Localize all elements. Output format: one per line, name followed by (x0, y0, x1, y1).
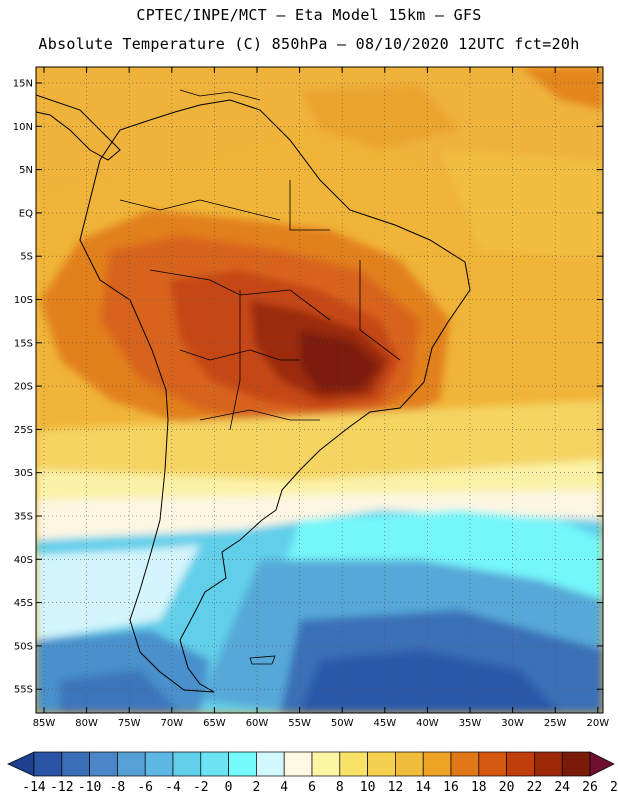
colorbar-swatch (228, 751, 257, 777)
lon-label: 50W (331, 718, 354, 729)
colorbar-label: 16 (443, 780, 459, 795)
colorbar-label: 4 (280, 780, 288, 795)
colorbar-label: 12 (388, 780, 404, 795)
colorbar-label: 22 (527, 780, 543, 795)
colorbar-swatch (395, 751, 424, 777)
colorbar-label: 28 (610, 780, 618, 795)
colorbar-swatch (311, 751, 341, 777)
colorbar-label: -6 (137, 780, 153, 795)
colorbar-label: 26 (582, 780, 598, 795)
axis-ticks (36, 67, 603, 713)
latitude-labels: 15N 10N 5N EQ 5S 10S 15S 20S 25S 30S 35S 40S 45S 50S 5… (13, 79, 33, 696)
lat-label: 45S (14, 598, 33, 609)
colorbar-swatch (339, 751, 368, 777)
colorbar-label: -2 (193, 780, 209, 795)
lat-label: 35S (14, 512, 33, 523)
lon-label: 80W (75, 718, 98, 729)
colorbar-swatch (534, 751, 563, 777)
lat-label: 30S (14, 468, 33, 479)
temperature-field (36, 67, 603, 713)
lat-label: 50S (14, 641, 33, 652)
lon-label: 55W (288, 718, 311, 729)
colorbar-swatch (367, 751, 396, 777)
colorbar-labels: -14 -12 -10 -8 -6 -4 -2 0 2 4 6 8 10 12 14 16 18 20 22 24 26… (22, 780, 618, 795)
colorbar-label: -4 (165, 780, 181, 795)
colorbar-label: 8 (336, 780, 344, 795)
lat-label: 10N (13, 122, 33, 133)
colorbar-max-arrow (589, 751, 615, 777)
lat-label: EQ (19, 208, 33, 219)
colorbar-label: -14 (22, 780, 46, 795)
colorbar-min-arrow (7, 751, 35, 777)
colorbar-swatch (61, 751, 90, 777)
map-lines (36, 89, 471, 693)
longitude-labels: 85W 80W 75W 70W 65W 60W 55W 50W 45W 40W 35W 30W 25W 2… (33, 718, 610, 729)
colorbar-swatch (89, 751, 118, 777)
map-title: CPTEC/INPE/MCT – Eta Model 15km – GFS (136, 6, 482, 24)
colorbar-label: -10 (78, 780, 101, 795)
lat-label: 5S (20, 252, 33, 263)
lat-label: 25S (14, 425, 33, 436)
map-graticule (36, 67, 603, 713)
map-border (35, 66, 604, 714)
lat-label: 20S (14, 382, 33, 393)
lon-label: 60W (246, 718, 269, 729)
colorbar-swatch (450, 751, 480, 777)
lon-label: 20W (586, 718, 609, 729)
colorbar-label: -8 (110, 780, 126, 795)
colorbar-swatch (561, 751, 591, 777)
lon-label: 45W (373, 718, 396, 729)
colorbar-label: 10 (360, 780, 376, 795)
lon-label: 40W (416, 718, 439, 729)
colorbar-label: 14 (415, 780, 431, 795)
colorbar-swatch (422, 751, 452, 777)
colorbar (7, 751, 615, 777)
colorbar-swatch (200, 751, 229, 777)
colorbar-label: -12 (50, 780, 73, 795)
lat-label: 5N (19, 165, 33, 176)
colorbar-swatch (256, 751, 285, 777)
colorbar-swatch (172, 751, 202, 777)
colorbar-swatch (117, 751, 146, 777)
colorbar-label: 18 (471, 780, 487, 795)
lat-label: 40S (14, 555, 33, 566)
lat-label: 10S (14, 295, 33, 306)
lon-label: 25W (544, 718, 567, 729)
lon-label: 70W (160, 718, 183, 729)
lon-label: 85W (33, 718, 56, 729)
colorbar-label: 2 (252, 780, 260, 795)
colorbar-label: 0 (225, 780, 233, 795)
lon-label: 30W (501, 718, 524, 729)
colorbar-label: 24 (554, 780, 570, 795)
colorbar-swatch (506, 751, 535, 777)
colorbar-swatch (478, 751, 507, 777)
lon-label: 75W (118, 718, 141, 729)
colorbar-swatch (283, 751, 313, 777)
colorbar-label: 6 (308, 780, 316, 795)
colorbar-swatch (33, 751, 63, 777)
lat-label: 15S (14, 338, 33, 349)
lon-label: 65W (203, 718, 226, 729)
map-subtitle: Absolute Temperature (C) 850hPa – 08/10/… (38, 35, 580, 53)
lat-label: 15N (13, 79, 33, 90)
colorbar-label: 20 (499, 780, 515, 795)
colorbar-swatch (144, 751, 174, 777)
lon-label: 35W (459, 718, 482, 729)
lat-label: 55S (14, 685, 33, 696)
